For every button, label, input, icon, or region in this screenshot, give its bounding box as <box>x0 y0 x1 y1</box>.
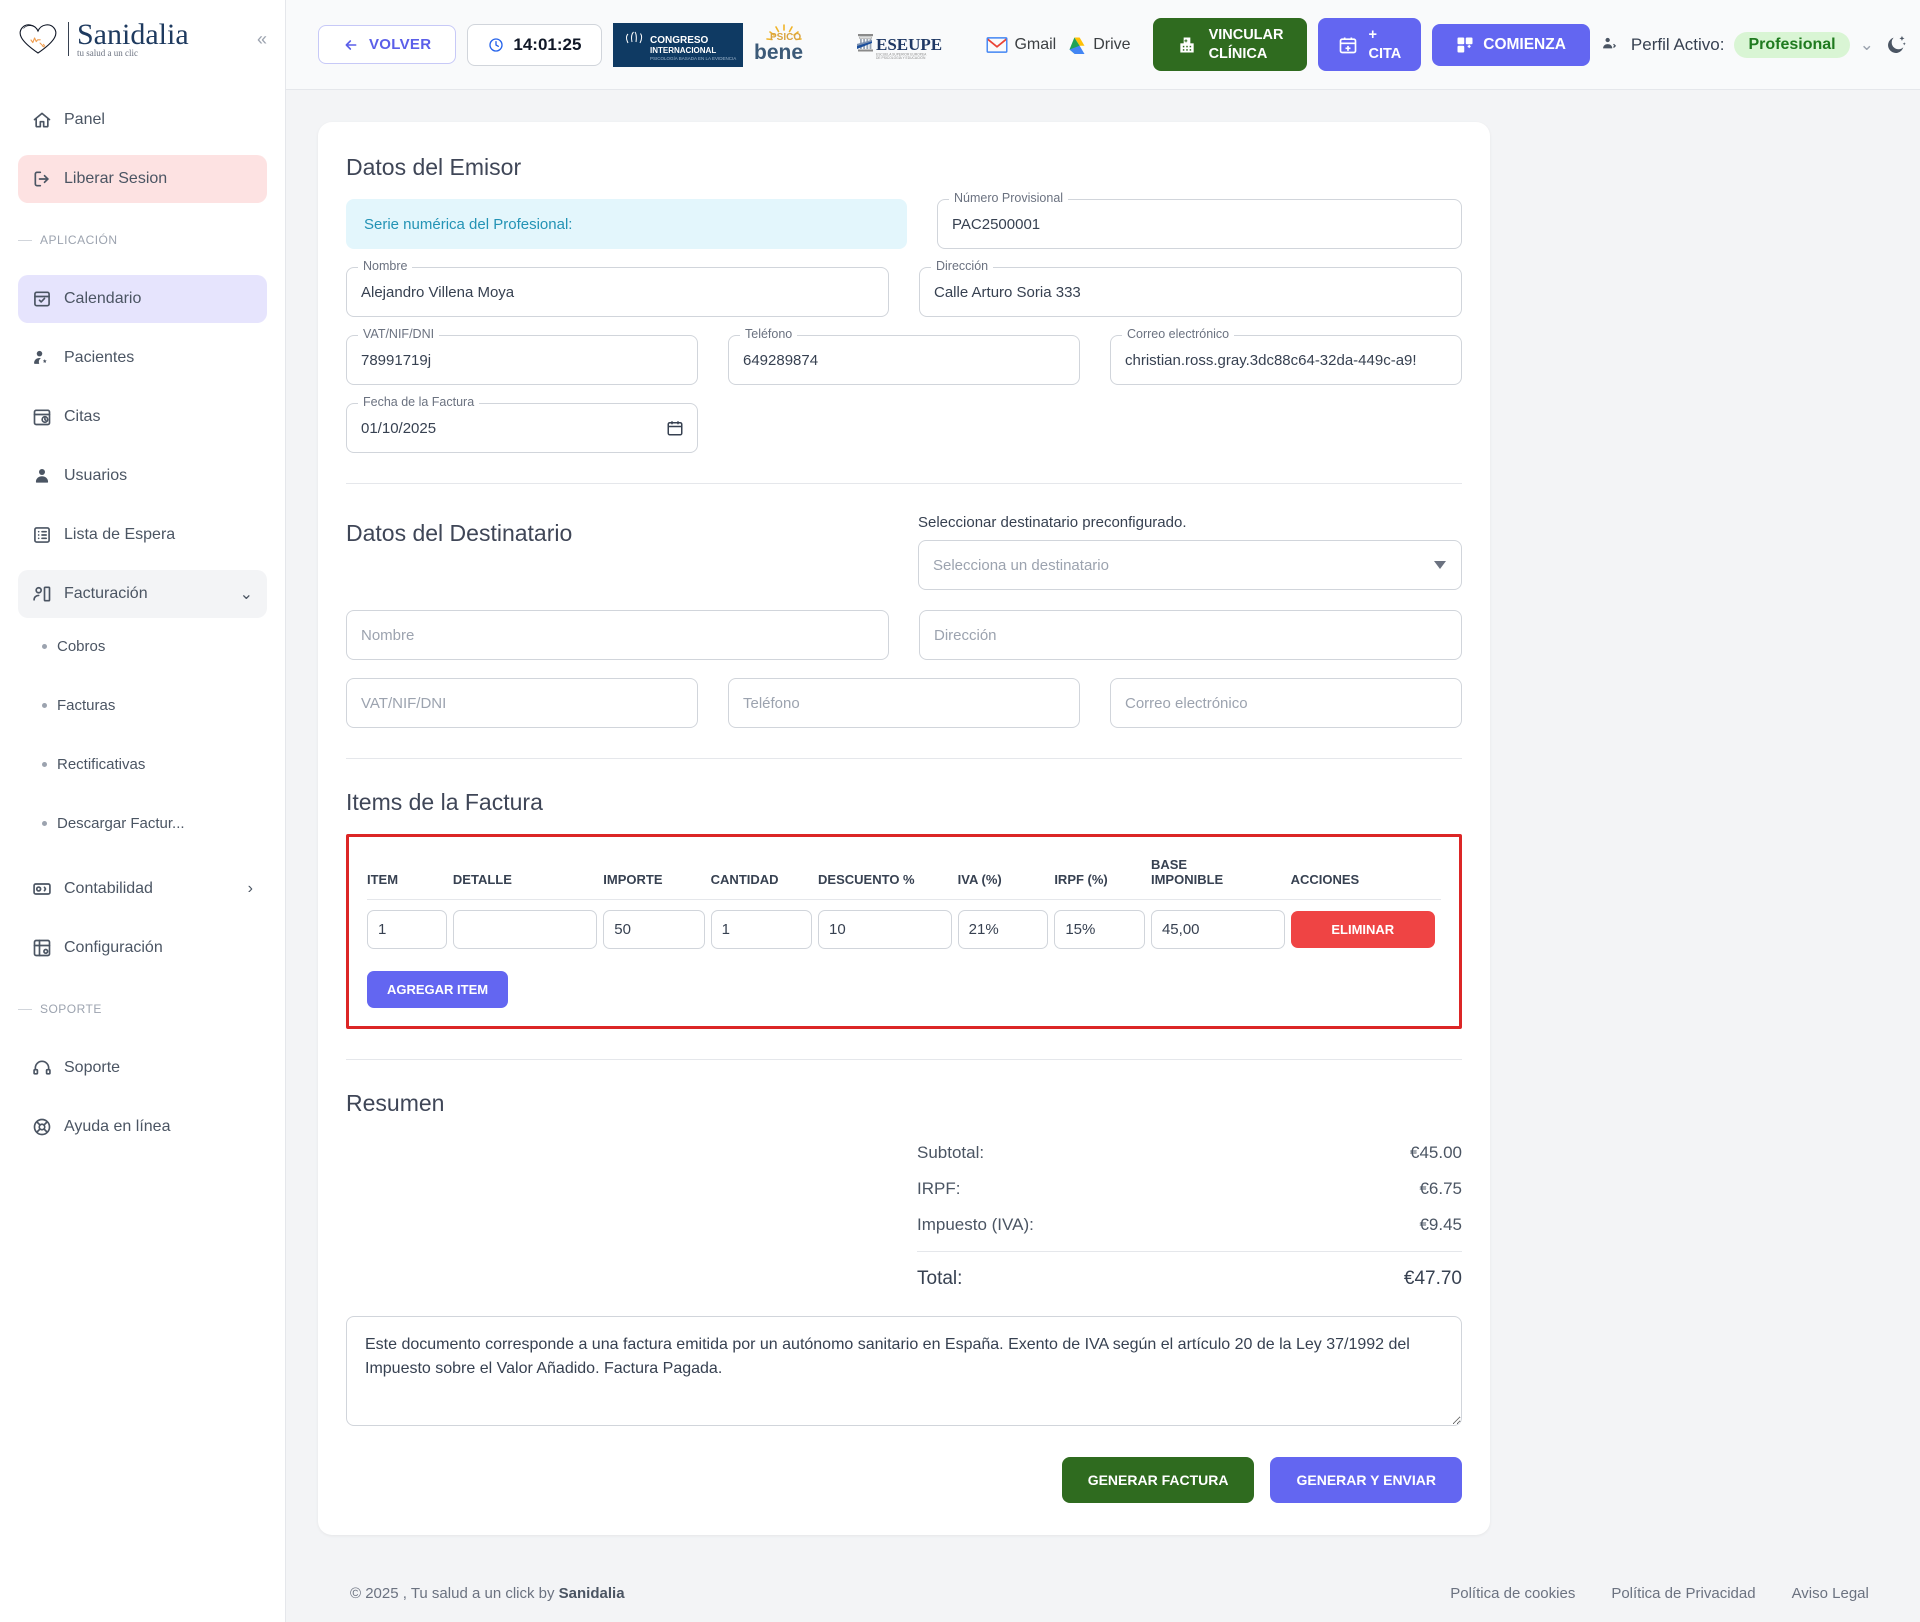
svg-text:CONGRESO: CONGRESO <box>650 35 709 46</box>
svg-text:PSICOLOGÍA BASADA EN LA EVIDEN: PSICOLOGÍA BASADA EN LA EVIDENCIA <box>650 55 736 61</box>
svg-text:DE PSICOLOGÍA Y EDUCACIÓN: DE PSICOLOGÍA Y EDUCACIÓN <box>876 54 926 59</box>
svg-text:INTERNACIONAL: INTERNACIONAL <box>650 46 716 55</box>
svg-text:ESEUPE: ESEUPE <box>876 35 942 54</box>
svg-text:bene: bene <box>754 41 803 64</box>
